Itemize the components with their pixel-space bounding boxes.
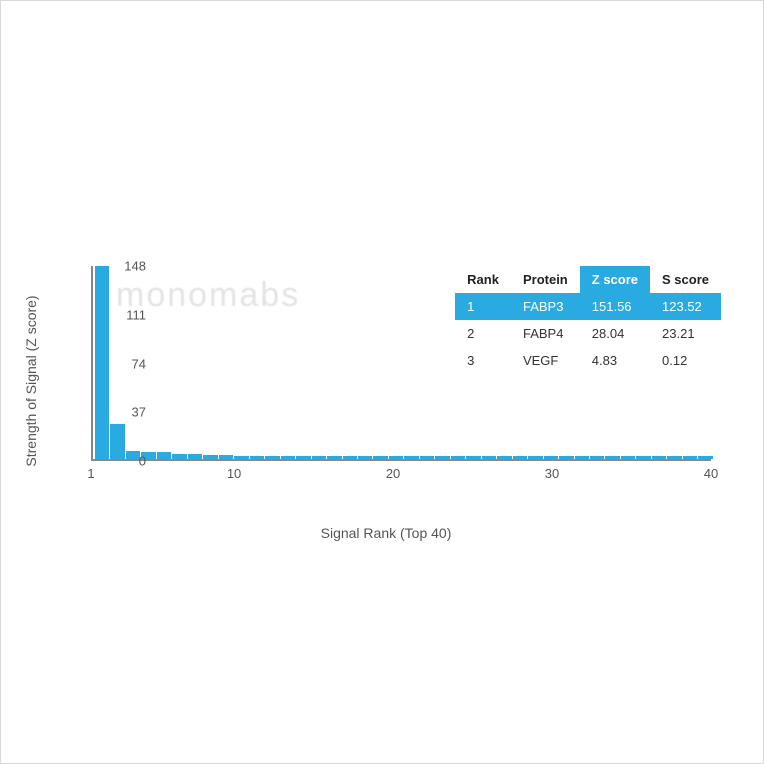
bar	[281, 456, 295, 459]
bar	[404, 456, 418, 459]
cell-z: 28.04	[580, 320, 650, 347]
bar	[358, 456, 372, 459]
bar	[312, 456, 326, 459]
y-tick: 37	[106, 405, 146, 420]
data-table: Rank Protein Z score S score 1FABP3151.5…	[455, 266, 721, 374]
cell-s: 0.12	[650, 347, 721, 374]
cell-protein: FABP4	[511, 320, 580, 347]
y-tick: 148	[106, 259, 146, 274]
cell-rank: 2	[455, 320, 511, 347]
bar	[590, 456, 604, 459]
bar	[389, 456, 403, 459]
cell-z: 151.56	[580, 293, 650, 320]
bar	[343, 456, 357, 459]
col-rank: Rank	[455, 266, 511, 293]
bar	[575, 456, 589, 459]
bar	[203, 455, 217, 459]
bar	[157, 452, 171, 459]
page-container: Strength of Signal (Z score) Signal Rank…	[0, 0, 764, 764]
x-tick: 10	[227, 466, 241, 481]
bar	[497, 456, 511, 459]
table-row: 2FABP428.0423.21	[455, 320, 721, 347]
bar	[636, 456, 650, 459]
bar	[435, 456, 449, 459]
bar	[234, 456, 248, 459]
bar	[559, 456, 573, 459]
bar	[544, 456, 558, 459]
col-s-score: S score	[650, 266, 721, 293]
bar	[621, 456, 635, 459]
bar	[667, 456, 681, 459]
col-z-score: Z score	[580, 266, 650, 293]
x-axis-label: Signal Rank (Top 40)	[321, 525, 452, 541]
bar	[513, 456, 527, 459]
cell-protein: VEGF	[511, 347, 580, 374]
bar	[172, 454, 186, 459]
bar	[466, 456, 480, 459]
cell-s: 123.52	[650, 293, 721, 320]
bar	[528, 456, 542, 459]
col-protein: Protein	[511, 266, 580, 293]
bar	[188, 454, 202, 459]
x-tick: 30	[545, 466, 559, 481]
x-tick: 40	[704, 466, 718, 481]
bar	[327, 456, 341, 459]
bar	[683, 456, 697, 459]
bar	[652, 456, 666, 459]
y-tick: 111	[106, 307, 146, 322]
table-header-row: Rank Protein Z score S score	[455, 266, 721, 293]
y-tick: 0	[106, 454, 146, 469]
cell-z: 4.83	[580, 347, 650, 374]
bar	[296, 456, 310, 459]
bar	[420, 456, 434, 459]
bar	[698, 456, 712, 459]
chart-area: Strength of Signal (Z score) Signal Rank…	[46, 266, 726, 496]
cell-protein: FABP3	[511, 293, 580, 320]
table-row: 1FABP3151.56123.52	[455, 293, 721, 320]
bar	[451, 456, 465, 459]
bar	[482, 456, 496, 459]
table-body: 1FABP3151.56123.522FABP428.0423.213VEGF4…	[455, 293, 721, 374]
bar	[265, 456, 279, 459]
y-axis-label: Strength of Signal (Z score)	[23, 295, 39, 466]
bar	[219, 455, 233, 459]
x-tick: 1	[87, 466, 94, 481]
cell-rank: 3	[455, 347, 511, 374]
x-tick: 20	[386, 466, 400, 481]
bar	[373, 456, 387, 459]
cell-rank: 1	[455, 293, 511, 320]
bar	[605, 456, 619, 459]
cell-s: 23.21	[650, 320, 721, 347]
table-row: 3VEGF4.830.12	[455, 347, 721, 374]
y-tick: 74	[106, 356, 146, 371]
bar	[250, 456, 264, 459]
